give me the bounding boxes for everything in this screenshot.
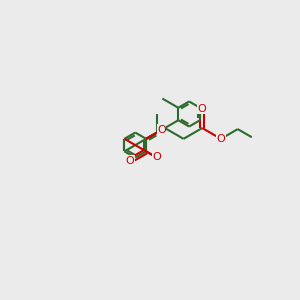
- Text: O: O: [153, 152, 161, 162]
- Text: O: O: [157, 125, 166, 135]
- Text: O: O: [126, 155, 135, 166]
- Text: O: O: [217, 134, 225, 144]
- Text: O: O: [198, 104, 207, 114]
